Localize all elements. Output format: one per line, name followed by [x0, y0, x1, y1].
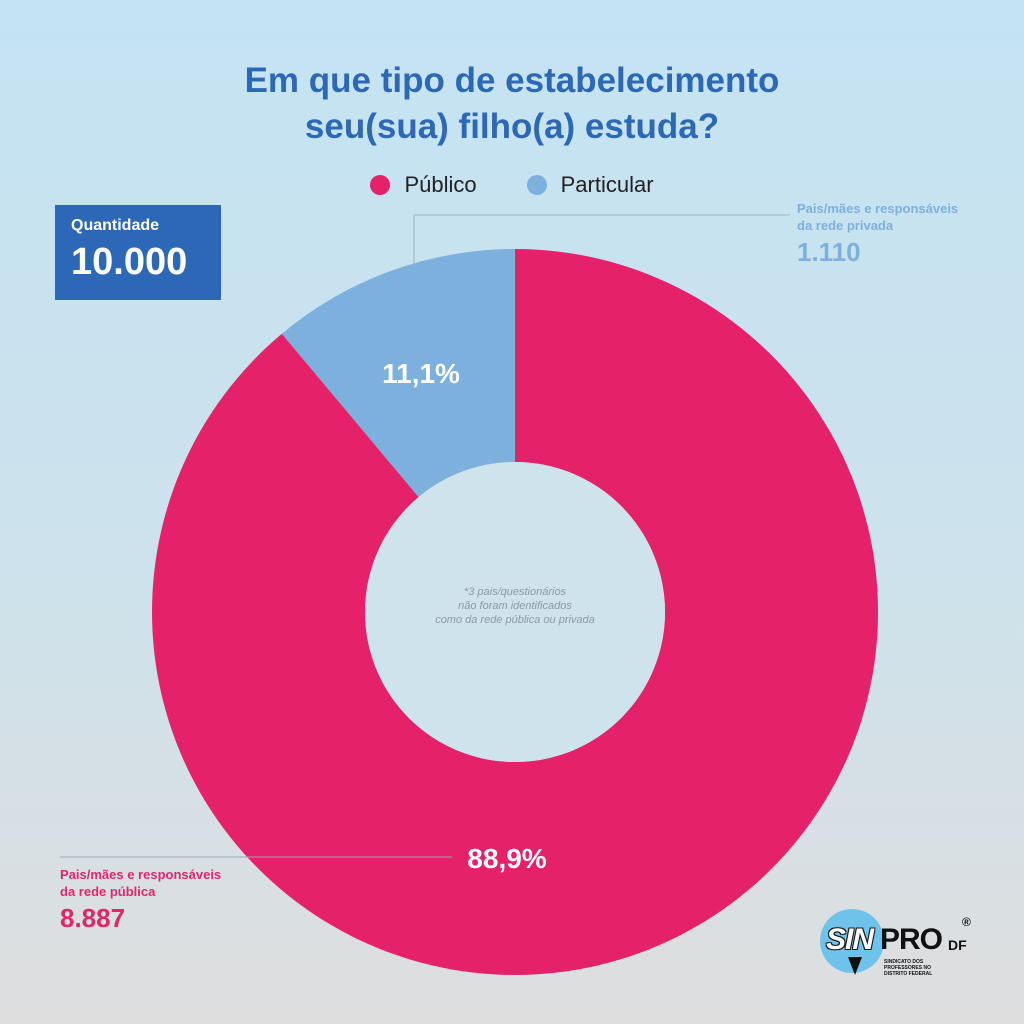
chart-title-line-1: Em que tipo de estabelecimento: [244, 61, 780, 100]
logo-text-pro: PRO: [880, 923, 943, 956]
center-note-line-2: não foram identificados: [458, 600, 572, 612]
private-annotation-line-1: Pais/mães e responsáveis: [797, 201, 959, 216]
sinpro-logo: SIN PRO DF ® SINDICATO DOS PROFESSORES N…: [820, 905, 980, 985]
legend-swatch-particular: [526, 175, 547, 195]
logo-text-sin: SIN: [826, 923, 874, 956]
private-annotation-line-2: da rede privada: [797, 218, 894, 233]
legend-swatch-publico: [370, 175, 391, 195]
legend-item-particular: Particular: [526, 172, 654, 198]
logo-subtitle: SINDICATO DOS PROFESSORES NO DISTRITO FE…: [884, 959, 933, 977]
center-note-line-3: como da rede pública ou privada: [435, 614, 595, 626]
chart-title-line-2: seu(sua) filho(a) estuda?: [304, 107, 720, 146]
slice-label-particular: 11,1%: [382, 358, 460, 389]
quantity-label: Quantidade: [71, 217, 160, 234]
chart-legend: Público Particular: [0, 172, 1024, 198]
slice-publico: [152, 249, 878, 975]
slice-label-publico: 88,9%: [467, 843, 546, 874]
quantity-box: Quantidade 10.000: [55, 205, 221, 300]
legend-label-particular: Particular: [560, 172, 654, 197]
public-count: 8.887: [60, 903, 126, 933]
private-count: 1.110: [797, 237, 861, 267]
quantity-value: 10.000: [71, 241, 188, 283]
pencil-icon: [848, 957, 862, 975]
public-annotation-line-2: da rede pública: [60, 884, 156, 899]
center-note-line-1: *3 pais/questionários: [463, 586, 567, 598]
legend-item-publico: Público: [370, 172, 477, 198]
legend-label-publico: Público: [404, 172, 477, 197]
public-annotation: Pais/mães e responsáveis da rede pública…: [60, 866, 222, 933]
center-note: *3 pais/questionários não foram identifi…: [395, 585, 635, 627]
donut-hole: [365, 462, 665, 762]
chart-title: Em que tipo de estabelecimento seu(sua) …: [0, 58, 1024, 150]
registered-icon: ®: [962, 915, 971, 929]
slice-particular: [281, 249, 515, 498]
private-annotation: Pais/mães e responsáveis da rede privada…: [797, 200, 959, 267]
public-annotation-line-1: Pais/mães e responsáveis: [60, 867, 222, 882]
logo-text-df: DF: [948, 937, 967, 953]
